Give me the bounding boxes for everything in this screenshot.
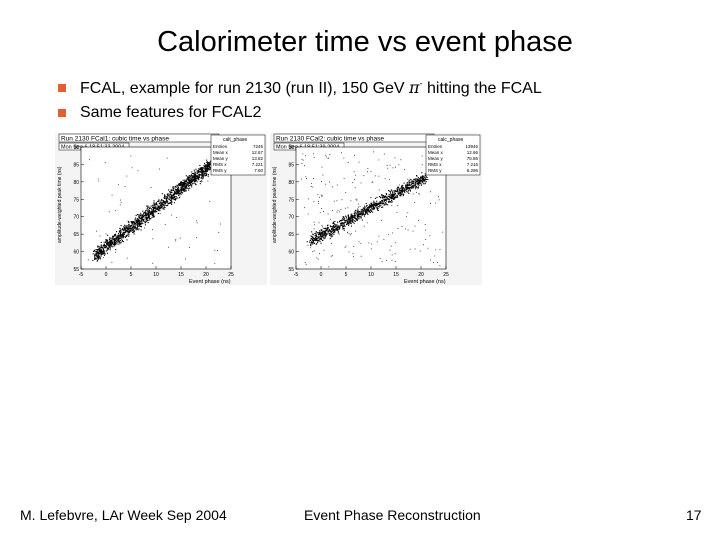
pi-charge: - (419, 78, 423, 89)
fcal2-plot-svg: Run 2130 FCal2: cubic time vs phase Mon … (270, 133, 482, 285)
y-tick-label: 90 (288, 145, 294, 151)
footer-title: Event Phase Reconstruction (304, 507, 481, 523)
y-tick-label: 75 (288, 197, 294, 203)
stats-value: 12.66 (467, 150, 479, 155)
y-tick-label: 80 (288, 180, 294, 186)
stats-value: 7.60 (254, 168, 263, 173)
stats-value: 12.67 (252, 150, 264, 155)
fcal1-stats-box (210, 134, 266, 176)
bullet-1-text: FCAL, example for run 2130 (run II), 150… (80, 78, 542, 98)
x-tick-label: 5 (345, 272, 348, 278)
stats-label: Mean x (428, 150, 444, 155)
y-tick-label: 85 (73, 162, 79, 168)
x-tick-label: 0 (105, 272, 108, 278)
stats-label: Mean x (213, 150, 229, 155)
fcal1-plot: Run 2130 FCal1: cubic time vs phase Mon … (55, 133, 267, 290)
x-tick-label: 25 (443, 272, 449, 278)
bullet-square-icon (58, 109, 66, 117)
y-tick-label: 55 (288, 267, 294, 273)
fcal2-xlabel: Event phase (ns) (404, 279, 446, 285)
fcal1-plot-svg: Run 2130 FCal1: cubic time vs phase Mon … (55, 133, 267, 285)
x-tick-label: 20 (418, 272, 424, 278)
y-tick-label: 55 (73, 267, 79, 273)
fcal1-ylabel: amplitude-weighted peak time (ns) (57, 166, 63, 243)
stats-value: 7.216 (467, 162, 479, 167)
fcal2-scatter (301, 151, 444, 268)
bullet-1-text-a: FCAL, example for run 2130 (run II), 150… (80, 80, 410, 97)
fcal1-scatter (87, 155, 222, 265)
bullet-2-text: Same features for FCAL2 (80, 104, 262, 121)
y-tick-label: 65 (288, 232, 294, 238)
y-tick-label: 60 (288, 250, 294, 256)
stats-label: Mean y (213, 156, 229, 161)
stats-label: RMS y (428, 168, 442, 173)
fcal1-header: Run 2130 FCal1: cubic time vs phase (61, 136, 169, 143)
fcal2-ylabel: amplitude-weighted peak time (ns) (272, 166, 278, 243)
y-tick-label: 70 (288, 215, 294, 221)
y-tick-label: 70 (73, 215, 79, 221)
stats-label: Entries (213, 144, 228, 149)
y-tick-label: 90 (73, 145, 79, 151)
stats-label: RMS x (213, 162, 227, 167)
stats-value: 13946 (465, 144, 478, 149)
fcal1-xlabel: Event phase (ns) (189, 279, 231, 285)
stats-value: 7245 (253, 144, 264, 149)
x-tick-label: 15 (178, 272, 184, 278)
y-tick-label: 75 (73, 197, 79, 203)
bullet-square-icon (58, 84, 66, 92)
fcal2-plot: Run 2130 FCal2: cubic time vs phase Mon … (270, 133, 482, 290)
bullet-1-text-b: hitting the FCAL (422, 80, 542, 97)
stats-value: 6.296 (467, 168, 479, 173)
stats-label: Mean y (428, 156, 444, 161)
x-tick-label: 10 (153, 272, 159, 278)
y-tick-label: 80 (73, 180, 79, 186)
stats-label: Entries (428, 144, 443, 149)
fcal2-stats-box (425, 134, 481, 176)
bullet-2: Same features for FCAL2 (58, 104, 261, 122)
x-tick-label: 5 (130, 272, 133, 278)
y-tick-label: 85 (288, 162, 294, 168)
x-tick-label: -5 (79, 272, 84, 278)
y-tick-label: 65 (73, 232, 79, 238)
stats-label: RMS x (428, 162, 442, 167)
y-tick-label: 60 (73, 250, 79, 256)
fcal2-stats-name: calc_phase (438, 137, 464, 143)
pi-symbol: π (409, 78, 420, 97)
fcal1-stats-name: calt_phase (223, 137, 247, 143)
fcal2-header: Run 2130 FCal2: cubic time vs phase (276, 136, 384, 143)
stats-value: 7.221 (252, 162, 264, 167)
footer-author: M. Lefebvre, LAr Week Sep 2004 (20, 507, 227, 523)
stats-value: 75.86 (467, 156, 479, 161)
x-tick-label: 25 (228, 272, 234, 278)
x-tick-label: 20 (203, 272, 209, 278)
x-tick-label: -5 (294, 272, 299, 278)
stats-label: RMS y (213, 168, 227, 173)
stats-value: 13.82 (252, 156, 264, 161)
slide-title: Calorimeter time vs event phase (157, 26, 573, 58)
x-tick-label: 0 (320, 272, 323, 278)
x-tick-label: 15 (393, 272, 399, 278)
bullet-1: FCAL, example for run 2130 (run II), 150… (58, 78, 542, 98)
page-number: 17 (686, 507, 702, 523)
x-tick-label: 10 (368, 272, 374, 278)
